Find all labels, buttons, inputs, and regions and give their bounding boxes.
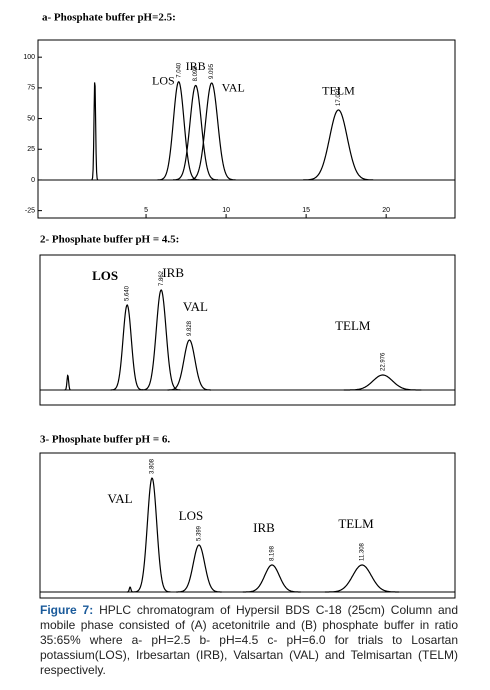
- y-tick-label: 50: [27, 115, 35, 122]
- retention-time-label: 7.040: [176, 62, 182, 78]
- peak-name: VAL: [183, 299, 208, 314]
- panel-title: 3- Phosphate buffer pH = 6.: [40, 434, 170, 446]
- peak-name: TELM: [322, 84, 355, 98]
- retention-time-label: 5.640: [125, 285, 131, 301]
- peak: [64, 374, 71, 391]
- peak: [176, 544, 222, 593]
- peak: [173, 84, 218, 181]
- y-tick-label: -25: [25, 207, 35, 214]
- peak: [324, 564, 399, 593]
- peak: [133, 477, 171, 593]
- peak-name: IRB: [162, 265, 184, 280]
- peak-name: TELM: [338, 516, 374, 531]
- panel-title: 2- Phosphate buffer pH = 4.5:: [40, 234, 179, 246]
- retention-time-label: 17.021: [336, 87, 342, 106]
- y-tick-label: 100: [23, 54, 35, 61]
- plot-frame: [39, 452, 456, 599]
- figure: a- Phosphate buffer pH=2.5: -25 0 25 50 75 100…: [23, 12, 456, 599]
- x-tick-label: 15: [302, 207, 310, 214]
- peak: [91, 82, 99, 181]
- peak: [157, 81, 200, 181]
- panel-title: a- Phosphate buffer pH=2.5:: [42, 12, 176, 24]
- y-tick-label: 25: [27, 146, 35, 153]
- peak-name: IRB: [186, 59, 206, 73]
- peak: [141, 289, 181, 391]
- peak-name: IRB: [253, 520, 275, 535]
- caption-label: Figure 7:: [40, 603, 94, 617]
- retention-time-label: 5.399: [197, 525, 203, 541]
- retention-time-label: 9.828: [187, 320, 193, 336]
- peak-name: VAL: [108, 491, 133, 506]
- retention-time-label: 11.308: [360, 542, 366, 561]
- retention-time-label: 3.808: [150, 458, 156, 474]
- peak: [126, 586, 134, 593]
- peak: [343, 374, 422, 391]
- x-tick-label: 5: [144, 207, 148, 214]
- retention-time-label: 22.976: [380, 352, 386, 371]
- caption-text: HPLC chromatogram of Hypersil BDS C-18 (…: [40, 603, 458, 677]
- peak-name: LOS: [152, 73, 175, 87]
- peak: [167, 339, 211, 391]
- plot-frame: [39, 254, 456, 406]
- retention-time-label: 8.098: [193, 66, 199, 82]
- peak-name: VAL: [222, 81, 245, 95]
- peak-name: TELM: [335, 318, 371, 333]
- caption: Figure 7: HPLC chromatogram of Hypersil …: [40, 603, 458, 678]
- retention-time-label: 9.095: [209, 63, 215, 79]
- plot-frame: [37, 39, 456, 219]
- peak: [242, 564, 301, 593]
- x-tick-label: 10: [222, 207, 230, 214]
- y-tick-label: 75: [27, 85, 35, 92]
- x-tick-label: 20: [382, 207, 390, 214]
- peak-name: LOS: [179, 508, 204, 523]
- retention-time-label: 7.862: [159, 270, 165, 286]
- peak: [187, 82, 236, 181]
- peak: [110, 304, 144, 391]
- peak: [303, 109, 374, 181]
- retention-time-label: 8.198: [270, 545, 276, 561]
- peak-name: LOS: [92, 268, 118, 283]
- y-tick-label: 0: [31, 177, 35, 184]
